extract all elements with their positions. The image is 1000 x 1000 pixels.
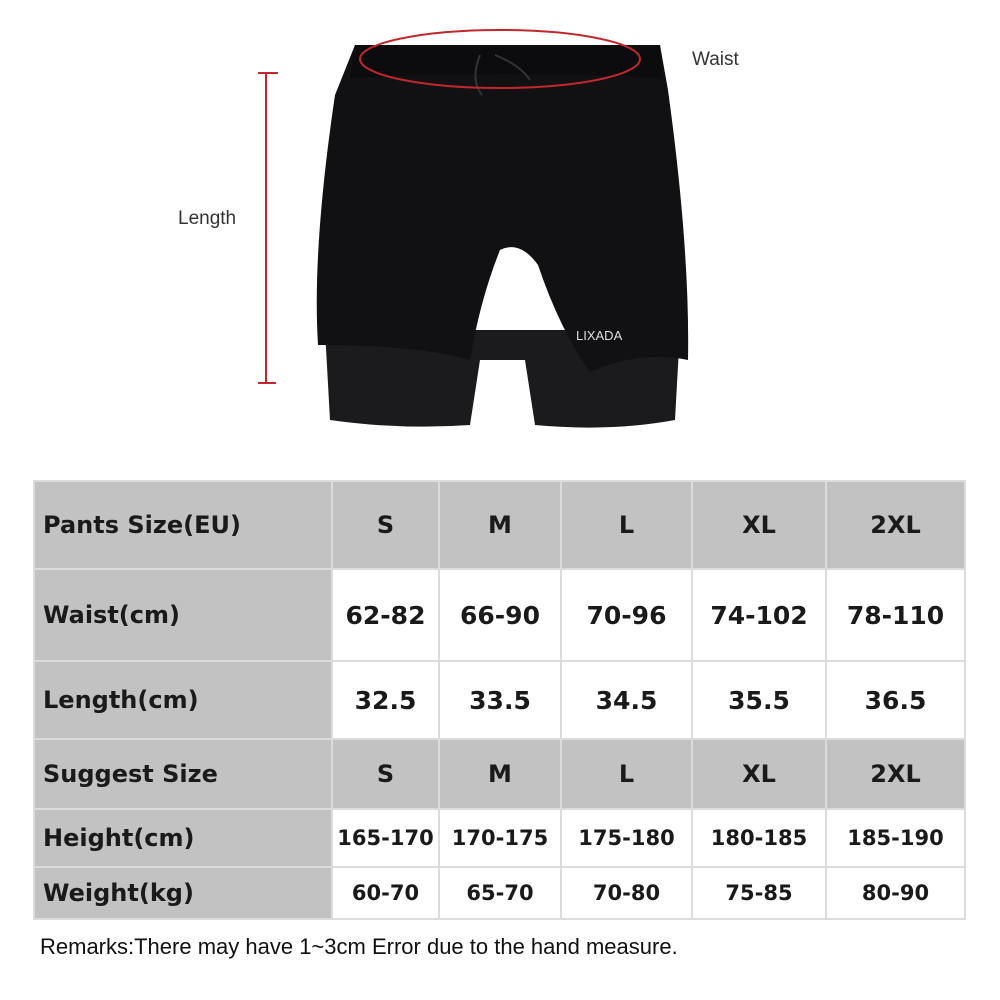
- table-cell: 34.5: [562, 662, 691, 738]
- length-measure-line: [258, 72, 278, 384]
- table-cell: L: [562, 740, 691, 808]
- table-cell: 2XL: [827, 482, 964, 568]
- brand-logo: LIXADA: [576, 328, 623, 343]
- table-cell: 33.5: [440, 662, 560, 738]
- table-cell: 170-175: [440, 810, 560, 866]
- row-label: Pants Size(EU): [35, 482, 331, 568]
- table-cell: L: [562, 482, 691, 568]
- table-cell: XL: [693, 482, 825, 568]
- table-cell: 165-170: [333, 810, 438, 866]
- table-cell: 36.5: [827, 662, 964, 738]
- table-cell: XL: [693, 740, 825, 808]
- waist-label: Waist: [692, 49, 739, 70]
- row-label: Waist(cm): [35, 570, 331, 660]
- row-label: Length(cm): [35, 662, 331, 738]
- table-row: Waist(cm) 62-82 66-90 70-96 74-102 78-110: [35, 570, 964, 660]
- row-label: Height(cm): [35, 810, 331, 866]
- table-cell: 180-185: [693, 810, 825, 866]
- table-cell: 66-90: [440, 570, 560, 660]
- table-cell: 65-70: [440, 868, 560, 918]
- table-cell: 74-102: [693, 570, 825, 660]
- table-row: Weight(kg) 60-70 65-70 70-80 75-85 80-90: [35, 868, 964, 918]
- row-label: Weight(kg): [35, 868, 331, 918]
- table-cell: M: [440, 740, 560, 808]
- table-cell: 80-90: [827, 868, 964, 918]
- table-cell: 175-180: [562, 810, 691, 866]
- table-cell: S: [333, 740, 438, 808]
- length-label: Length: [178, 208, 237, 229]
- table-cell: 62-82: [333, 570, 438, 660]
- size-chart-table: Pants Size(EU) S M L XL 2XL Waist(cm) 62-82 66-9…: [33, 480, 966, 920]
- table-cell: 32.5: [333, 662, 438, 738]
- table-cell: M: [440, 482, 560, 568]
- table-cell: 35.5: [693, 662, 825, 738]
- table-row: Height(cm) 165-170 170-175 175-180 180-185 18…: [35, 810, 964, 866]
- table-row: Suggest Size S M L XL 2XL: [35, 740, 964, 808]
- waist-measure-ellipse: [359, 29, 641, 89]
- table-cell: S: [333, 482, 438, 568]
- table-cell: 70-96: [562, 570, 691, 660]
- table-cell: 75-85: [693, 868, 825, 918]
- table-cell: 185-190: [827, 810, 964, 866]
- remark-text: Remarks:There may have 1~3cm Error due t…: [40, 934, 678, 959]
- table-cell: 2XL: [827, 740, 964, 808]
- table-row: Length(cm) 32.5 33.5 34.5 35.5 36.5: [35, 662, 964, 738]
- row-label: Suggest Size: [35, 740, 331, 808]
- table-cell: 70-80: [562, 868, 691, 918]
- table-cell: 60-70: [333, 868, 438, 918]
- table-row: Pants Size(EU) S M L XL 2XL: [35, 482, 964, 568]
- table-cell: 78-110: [827, 570, 964, 660]
- shorts-illustration: LIXADA: [258, 29, 689, 428]
- product-photo: LIXADA Waist Length: [0, 0, 1000, 460]
